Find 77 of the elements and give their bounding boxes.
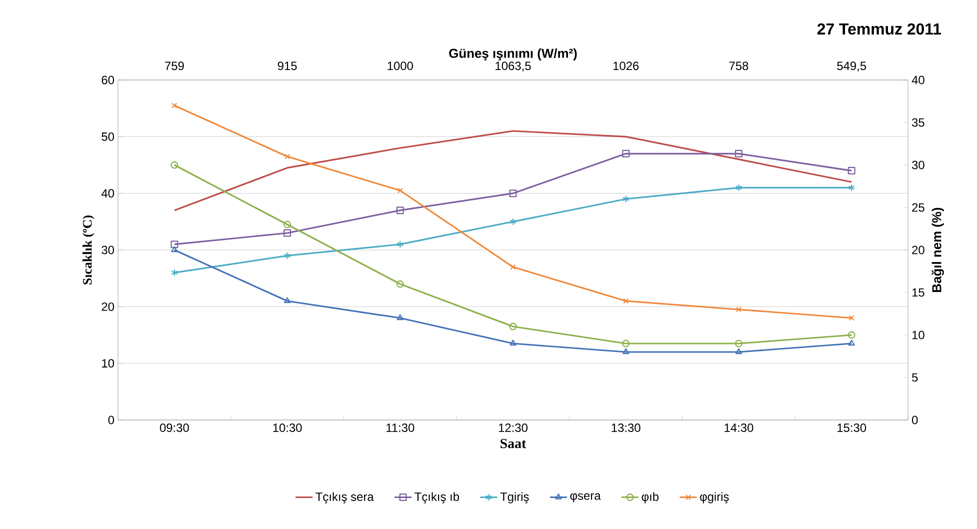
y2-tick-label: 35 (912, 118, 924, 127)
point (622, 150, 630, 158)
point (622, 340, 630, 348)
legend-label: φıb (642, 492, 659, 504)
point (509, 322, 517, 330)
y2-tick-label: 20 (912, 246, 924, 254)
point (509, 190, 517, 198)
y2-tick-label: 15 (912, 288, 924, 297)
point (510, 218, 516, 226)
y2-tick-label: 40 (912, 76, 924, 84)
x-tick-label: 12:30 (498, 424, 528, 432)
x-tick-label: 10:30 (273, 424, 302, 432)
point (284, 154, 290, 160)
x-tick-label: 13:30 (612, 424, 640, 432)
point (396, 314, 404, 320)
point (172, 102, 178, 108)
point (848, 340, 855, 346)
point (284, 229, 292, 237)
point (735, 348, 742, 354)
point (735, 184, 742, 192)
point (396, 206, 404, 214)
y2-tick-label: 25 (912, 203, 924, 212)
y2-tick-label: 5 (912, 373, 918, 382)
point (397, 188, 403, 194)
point (170, 240, 178, 248)
point (284, 220, 292, 228)
y-tick-label: 30 (102, 246, 114, 254)
y-tick-label: 50 (102, 132, 114, 141)
point (510, 340, 516, 346)
point (736, 306, 742, 312)
point (170, 161, 178, 169)
y-tick-label: 60 (102, 76, 114, 84)
x2-axis-title: Güneş ışınımı (W/m²) (449, 48, 577, 60)
line-series (174, 130, 852, 212)
y2-tick-label: 10 (912, 330, 924, 340)
point (284, 297, 291, 304)
legend-label: Tçıkış ıb (414, 492, 460, 504)
point (396, 280, 404, 288)
point (734, 340, 742, 348)
chart-title: 27 Temmuz 2011 (817, 23, 942, 35)
legend-label: φgiriş (700, 492, 729, 504)
legend-label: Tgiriş (500, 492, 529, 504)
text: 1000 (388, 62, 413, 70)
y-tick-label: 0 (108, 416, 114, 424)
y2-axis-title: Bağıl nem (%) (932, 208, 944, 292)
legend-label: Tçıkış sera (316, 492, 374, 504)
point (623, 298, 629, 304)
text: 1026 (613, 62, 639, 70)
text: 759 (165, 62, 184, 70)
point (622, 195, 630, 203)
point (734, 150, 742, 158)
x-tick-label: 14:30 (724, 424, 754, 432)
text: 758 (729, 62, 748, 70)
point (848, 315, 854, 321)
x-tick-label: 09:30 (160, 424, 189, 432)
point (284, 252, 291, 260)
point (396, 240, 404, 248)
point (848, 166, 856, 174)
text: 915 (278, 62, 297, 70)
text: 549,5 (837, 62, 866, 72)
y2-tick-label: 30 (912, 160, 924, 170)
text: 1063,5 (496, 62, 531, 72)
legend-label: φsera (570, 493, 601, 502)
y2-tick-label: 0 (912, 416, 918, 424)
y-tick-label: 10 (102, 359, 114, 368)
point (622, 348, 630, 354)
x-tick-label: 11:30 (386, 424, 414, 432)
point (171, 268, 178, 276)
y-tick-label: 40 (101, 189, 114, 198)
y-axis-title: Sıcaklık (ºC) (82, 216, 94, 284)
x-axis-title: Saat (500, 438, 526, 448)
x-tick-label: 15:30 (838, 424, 866, 432)
point (171, 246, 178, 252)
point (848, 184, 855, 192)
y-tick-label: 20 (102, 302, 114, 311)
point (848, 331, 856, 339)
point (510, 264, 516, 270)
